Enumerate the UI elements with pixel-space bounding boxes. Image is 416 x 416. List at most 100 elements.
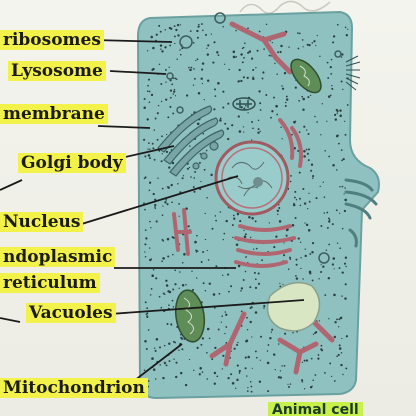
ribosome-dot bbox=[172, 236, 174, 238]
ribosome-dot bbox=[334, 321, 336, 323]
ribosome-dot bbox=[280, 45, 282, 47]
ribosome-dot bbox=[151, 357, 154, 360]
ribosome-dot bbox=[258, 283, 260, 285]
ribosome-dot bbox=[202, 29, 204, 31]
ribosome-dot bbox=[281, 85, 282, 86]
ribosome-dot bbox=[250, 381, 252, 383]
ribosome-dot bbox=[169, 360, 171, 362]
ribosome-dot bbox=[239, 370, 241, 372]
ribosome-dot bbox=[311, 358, 313, 360]
ribosome-dot bbox=[294, 191, 296, 193]
ribosome-dot bbox=[153, 269, 155, 271]
ribosome-dot bbox=[280, 51, 282, 53]
ribosome-dot bbox=[171, 201, 173, 203]
ribosome-dot bbox=[168, 166, 170, 168]
ribosome-dot bbox=[251, 386, 253, 388]
ribosome-dot bbox=[346, 335, 348, 337]
ribosome-dot bbox=[149, 149, 150, 150]
ribosome-dot bbox=[198, 92, 201, 95]
ribosome-dot bbox=[228, 291, 230, 293]
ribosome-dot bbox=[284, 72, 286, 74]
ribosome-dot bbox=[302, 188, 304, 190]
ribosome-dot bbox=[338, 326, 339, 327]
ribosome-dot bbox=[347, 104, 349, 106]
ribosome-dot bbox=[247, 77, 249, 79]
ribosome-dot bbox=[258, 272, 260, 274]
ribosome-dot bbox=[205, 34, 207, 36]
ribosome-dot bbox=[209, 283, 211, 285]
ribosome-dot bbox=[283, 242, 284, 243]
ribosome-dot bbox=[287, 384, 288, 385]
ribosome-dot bbox=[207, 328, 210, 331]
ribosome-dot bbox=[345, 134, 347, 136]
ribosome-dot bbox=[233, 56, 236, 59]
ribosome-dot bbox=[174, 25, 176, 27]
ribosome-dot bbox=[223, 233, 225, 235]
ribosome-dot bbox=[340, 364, 342, 366]
ribosome-dot bbox=[204, 99, 205, 100]
ribosome-dot bbox=[322, 103, 323, 104]
ribosome-dot bbox=[255, 67, 256, 68]
label-ribosomes: ribosomes bbox=[0, 30, 104, 50]
ribosome-dot bbox=[219, 119, 222, 122]
ribosome-dot bbox=[333, 294, 336, 297]
ribosome-dot bbox=[273, 97, 275, 99]
ribosome-dot bbox=[343, 193, 344, 194]
ribosome-dot bbox=[268, 344, 270, 346]
ribosome-dot bbox=[250, 321, 252, 323]
ribosome-dot bbox=[296, 259, 298, 261]
ribosome-dot bbox=[255, 287, 257, 289]
ribosome-dot bbox=[210, 174, 212, 176]
ribosome-dot bbox=[144, 340, 147, 343]
ribosome-dot bbox=[345, 266, 346, 267]
ribosome-dot bbox=[284, 333, 286, 335]
ribosome-dot bbox=[315, 45, 316, 46]
ribosome-dot bbox=[256, 248, 258, 250]
ribosome-dot bbox=[280, 127, 281, 128]
ribosome-dot bbox=[324, 196, 326, 198]
ribosome-dot bbox=[317, 357, 319, 359]
ribosome-dot bbox=[235, 388, 236, 389]
ribosome-dot bbox=[328, 220, 330, 222]
ribosome-dot bbox=[257, 50, 259, 52]
ribosome-dot bbox=[201, 261, 203, 263]
ribosome-dot bbox=[147, 148, 148, 149]
ribosome-dot bbox=[276, 114, 278, 116]
ribosome-dot bbox=[152, 47, 155, 50]
ribosome-dot bbox=[289, 257, 291, 259]
ribosome-dot bbox=[291, 134, 293, 136]
ribosome-dot bbox=[300, 205, 302, 207]
ribosome-dot bbox=[273, 353, 275, 355]
ribosome-dot bbox=[201, 23, 203, 25]
ribosome-dot bbox=[222, 26, 223, 27]
ribosome-dot bbox=[334, 380, 336, 382]
ribosome-dot bbox=[281, 365, 282, 366]
ribosome-dot bbox=[292, 332, 294, 334]
ribosome-dot bbox=[346, 34, 348, 36]
label-membrane: membrane bbox=[0, 104, 108, 124]
ribosome-dot bbox=[286, 235, 288, 237]
ribosome-dot bbox=[269, 55, 271, 57]
ribosome-dot bbox=[214, 383, 216, 385]
ribosome-dot bbox=[203, 133, 205, 135]
ribosome-dot bbox=[182, 177, 184, 179]
ribosome-dot bbox=[310, 95, 311, 96]
ribosome-dot bbox=[329, 219, 331, 221]
ribosome-dot bbox=[231, 124, 233, 126]
ribosome-dot bbox=[149, 190, 151, 192]
ribosome-dot bbox=[342, 228, 344, 230]
ribosome-dot bbox=[295, 275, 297, 277]
ribosome-dot bbox=[330, 73, 332, 75]
ribosome-dot bbox=[319, 56, 320, 57]
label-lysosome: Lysosome bbox=[8, 61, 106, 81]
ribosome-dot bbox=[255, 350, 257, 352]
ribosome-dot bbox=[217, 82, 220, 85]
ribosome-dot bbox=[313, 40, 315, 42]
ribosome-dot bbox=[256, 357, 258, 359]
ribosome-dot bbox=[337, 112, 339, 114]
ribosome-dot bbox=[344, 121, 345, 122]
ribosome-dot bbox=[241, 106, 243, 108]
ribosome-dot bbox=[294, 197, 296, 199]
ribosome-dot bbox=[298, 48, 300, 50]
ribosome-dot bbox=[202, 337, 204, 339]
